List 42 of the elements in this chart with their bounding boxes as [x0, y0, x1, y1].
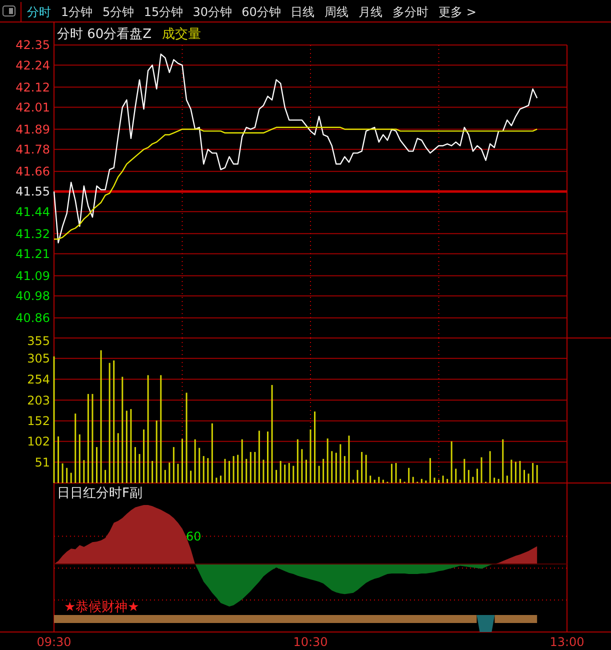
y-tick-label: 51	[34, 455, 50, 470]
y-tick-label: 41.55	[16, 184, 50, 199]
annotation: 60	[186, 529, 202, 544]
x-tick-label: 13:00	[550, 635, 584, 650]
y-tick-label: 41.89	[16, 122, 50, 136]
y-tick-label: 41.21	[16, 246, 50, 261]
y-tick-label: 152	[27, 414, 50, 428]
text: 月线	[358, 5, 383, 19]
text: 多分时	[392, 5, 429, 19]
y-tick-label: 40.86	[16, 311, 50, 326]
y-tick-label: 42.01	[16, 100, 50, 114]
text: 日线	[290, 5, 315, 19]
text: 30分钟	[192, 5, 232, 19]
text: 分时	[27, 5, 51, 19]
y-tick-label: 41.09	[16, 268, 50, 283]
text: 1分钟	[61, 5, 93, 19]
y-tick-label: 42.12	[16, 80, 50, 94]
y-tick-label: 41.44	[16, 204, 50, 219]
y-tick-label: 254	[27, 372, 50, 386]
annotation: ★恭候财神★	[64, 600, 140, 615]
chart-title: 日日红分时F副	[57, 486, 142, 501]
line-series	[53, 126, 538, 240]
text: 60分钟	[242, 5, 281, 19]
y-tick-label: 40.98	[16, 289, 50, 304]
y-tick-label: 355	[27, 334, 50, 348]
chart-title: 分时 60分看盘Z	[57, 27, 152, 42]
y-tick-label: 102	[27, 434, 50, 449]
x-tick-label: 10:30	[293, 635, 328, 650]
y-tick-label: 42.35	[16, 38, 50, 52]
text: 周线	[324, 5, 349, 19]
chart-subtitle: 成交量	[162, 26, 202, 42]
line-series	[53, 54, 538, 244]
y-tick-label: 41.66	[16, 164, 50, 179]
text: 5分钟	[102, 5, 134, 19]
text: 15分钟	[144, 5, 184, 19]
text: 更多 >	[438, 5, 476, 19]
y-tick-label: 305	[27, 352, 50, 366]
y-tick-label: 203	[27, 393, 50, 408]
x-tick-label: 09:30	[36, 635, 72, 650]
y-tick-label: 41.32	[16, 226, 50, 241]
y-tick-label: 41.78	[16, 142, 50, 157]
y-tick-label: 42.24	[16, 58, 50, 72]
